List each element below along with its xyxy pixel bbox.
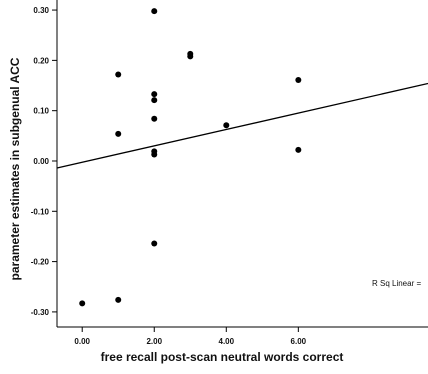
x-axis-ticks: 0.00 2.00 4.00 6.00 <box>74 327 307 346</box>
data-point <box>187 53 194 60</box>
data-point <box>295 76 302 83</box>
data-point <box>79 300 86 307</box>
data-point <box>151 151 158 158</box>
y-tick-label: -0.30 <box>31 308 50 317</box>
y-tick-label: -0.10 <box>31 207 50 216</box>
y-axis-title: parameter estimates in subgenual ACC <box>8 57 22 280</box>
data-points <box>79 8 302 307</box>
plot-frame <box>56 0 428 328</box>
x-tick-label: 6.00 <box>291 337 307 346</box>
x-tick-label: 0.00 <box>74 337 90 346</box>
y-tick-label: 0.20 <box>33 56 49 65</box>
x-tick-label: 4.00 <box>219 337 235 346</box>
data-point <box>223 122 230 129</box>
y-tick-label: -0.20 <box>31 258 50 267</box>
r-squared-annotation: R Sq Linear = <box>372 279 421 288</box>
data-point <box>151 8 158 15</box>
data-point <box>115 130 122 137</box>
y-tick-label: 0.10 <box>33 107 49 116</box>
data-point <box>151 91 158 98</box>
data-point <box>151 115 158 122</box>
x-tick-label: 2.00 <box>146 337 162 346</box>
data-point <box>151 97 158 104</box>
x-axis-title: free recall post-scan neutral words corr… <box>101 350 344 364</box>
linear-fit-line <box>56 82 428 169</box>
data-point <box>151 240 158 247</box>
data-point <box>115 71 122 78</box>
data-point <box>115 296 122 303</box>
y-tick-label: 0.00 <box>33 157 49 166</box>
y-axis-ticks: 0.30 0.20 0.10 0.00 -0.10 -0.20 -0.30 <box>31 6 57 317</box>
data-point <box>295 146 302 153</box>
y-tick-label: 0.30 <box>33 6 49 15</box>
